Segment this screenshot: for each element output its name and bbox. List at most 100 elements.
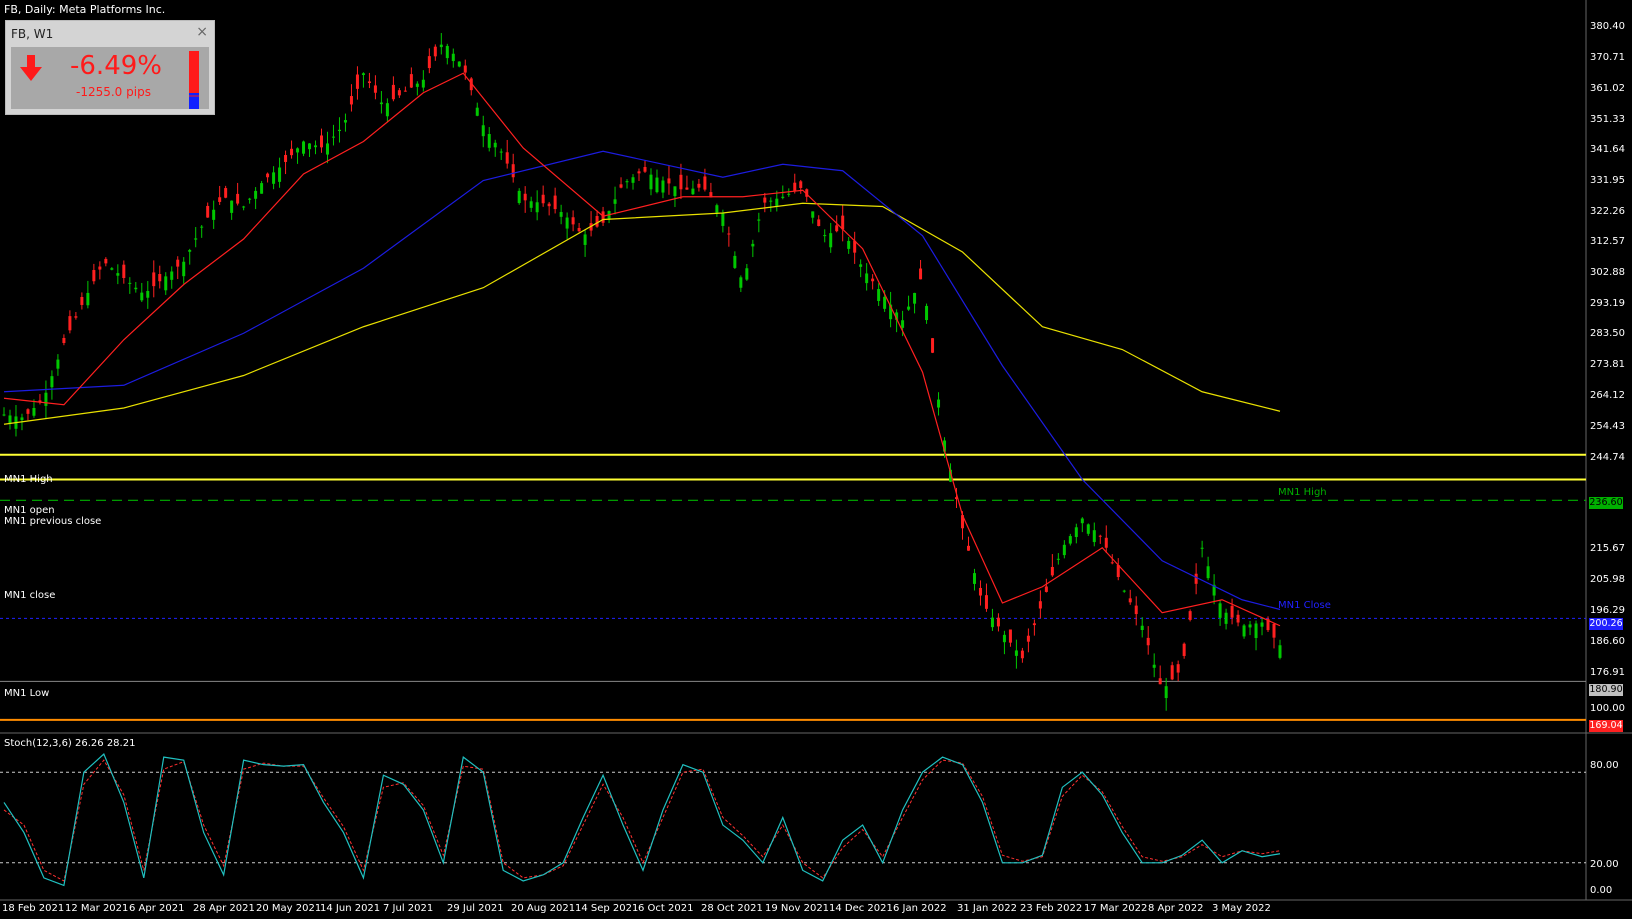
candle-body: [1050, 566, 1054, 576]
candle-body: [445, 45, 449, 59]
candle-body: [439, 44, 443, 48]
candle-body: [1038, 601, 1042, 609]
candle-body: [667, 178, 671, 184]
candle-body: [314, 145, 318, 148]
candle-body: [511, 164, 515, 178]
candle-body: [691, 188, 695, 195]
ma-slow-line: [3, 202, 1281, 425]
candle-body: [361, 73, 365, 75]
label-mn1-close: MN1 close: [4, 590, 56, 601]
price-tick-label: 380.40: [1590, 21, 1625, 32]
candle-body: [170, 271, 174, 280]
candle-body: [266, 173, 270, 178]
price-tick-label: 244.74: [1590, 452, 1625, 463]
candle-body: [92, 270, 96, 282]
candle-body: [751, 243, 755, 247]
candle-body: [104, 258, 108, 264]
candle-body: [613, 199, 617, 204]
panel-body: [11, 47, 209, 109]
candle-body: [325, 143, 329, 155]
candle-body: [2, 414, 6, 416]
candle-body: [1254, 623, 1258, 638]
price-tick-label: 361.02: [1590, 83, 1625, 94]
date-tick-label: 3 May 2022: [1212, 903, 1271, 914]
candle-body: [463, 65, 467, 73]
candle-body: [355, 74, 359, 89]
candle-body: [1134, 605, 1138, 615]
label-mn1-close-right: MN1 Close: [1278, 600, 1331, 611]
price-tick-label: 322.26: [1590, 206, 1625, 217]
candle-body: [86, 292, 90, 306]
date-tick-label: 14 Dec 2021: [829, 903, 893, 914]
candle-body: [415, 83, 419, 87]
candle-body: [1152, 664, 1156, 668]
candle-body: [1278, 645, 1282, 658]
candle-body: [278, 167, 282, 182]
label-mn1-low: MN1 Low: [4, 688, 50, 699]
candle-body: [475, 107, 479, 116]
candle-body: [727, 233, 731, 235]
candle-body: [996, 617, 1000, 627]
badge-mn1-high: 236.60: [1589, 497, 1623, 509]
close-icon[interactable]: ×: [196, 24, 208, 40]
performance-panel[interactable]: FB, W1 × -6.49% -1255.0 pips: [5, 20, 215, 115]
candle-body: [56, 359, 60, 369]
candle-body: [1140, 625, 1144, 630]
ma-fast-line: [3, 72, 1281, 627]
candle-body: [1260, 622, 1264, 627]
candle-body: [1086, 524, 1090, 534]
candle-body: [1080, 518, 1084, 524]
candle-body: [1188, 611, 1192, 620]
candle-body: [403, 90, 407, 92]
candle-body: [925, 305, 929, 321]
candle-body: [20, 417, 24, 421]
candle-body: [451, 53, 455, 62]
candle-body: [847, 240, 851, 249]
price-tick-label: 370.71: [1590, 52, 1625, 63]
candle-body: [1266, 619, 1270, 631]
pips-change: -1255.0 pips: [76, 85, 151, 99]
candle-body: [793, 182, 797, 191]
date-tick-label: 6 Apr 2021: [129, 903, 185, 914]
candle-body: [1056, 558, 1060, 560]
candle-body: [745, 268, 749, 280]
candle-body: [194, 238, 198, 240]
candle-body: [649, 174, 653, 190]
stoch-chart-area[interactable]: [0, 734, 1586, 900]
candle-body: [487, 134, 491, 148]
candle-body: [901, 320, 905, 328]
candle-body: [224, 188, 228, 198]
candle-body: [547, 203, 551, 207]
candle-body: [74, 316, 78, 318]
candle-body: [1194, 573, 1198, 584]
candle-body: [1044, 586, 1048, 592]
candle-body: [1200, 547, 1204, 549]
candle-body: [140, 292, 144, 301]
candle-body: [559, 212, 563, 217]
date-tick-label: 28 Oct 2021: [701, 903, 763, 914]
badge-mn1-low: 169.04: [1589, 720, 1623, 732]
candle-body: [643, 167, 647, 172]
candle-body: [1272, 623, 1276, 638]
candle-body: [655, 177, 659, 193]
candle-body: [835, 225, 839, 232]
candle-body: [122, 264, 126, 278]
candle-body: [595, 216, 599, 227]
candle-body: [272, 172, 276, 184]
candle-body: [1158, 678, 1162, 685]
candle-body: [296, 148, 300, 153]
candle-body: [679, 174, 683, 190]
candle-body: [164, 276, 168, 291]
main-chart-area[interactable]: [0, 0, 1586, 732]
candle-body: [152, 272, 156, 287]
date-tick-label: 28 Apr 2021: [193, 903, 255, 914]
candle-body: [1242, 625, 1246, 637]
candle-body: [517, 190, 521, 204]
candle-body: [50, 376, 54, 388]
candle-body: [397, 90, 401, 96]
candle-body: [349, 96, 353, 105]
candle-body: [236, 193, 240, 204]
candle-body: [290, 148, 294, 156]
candle-body: [769, 200, 773, 202]
